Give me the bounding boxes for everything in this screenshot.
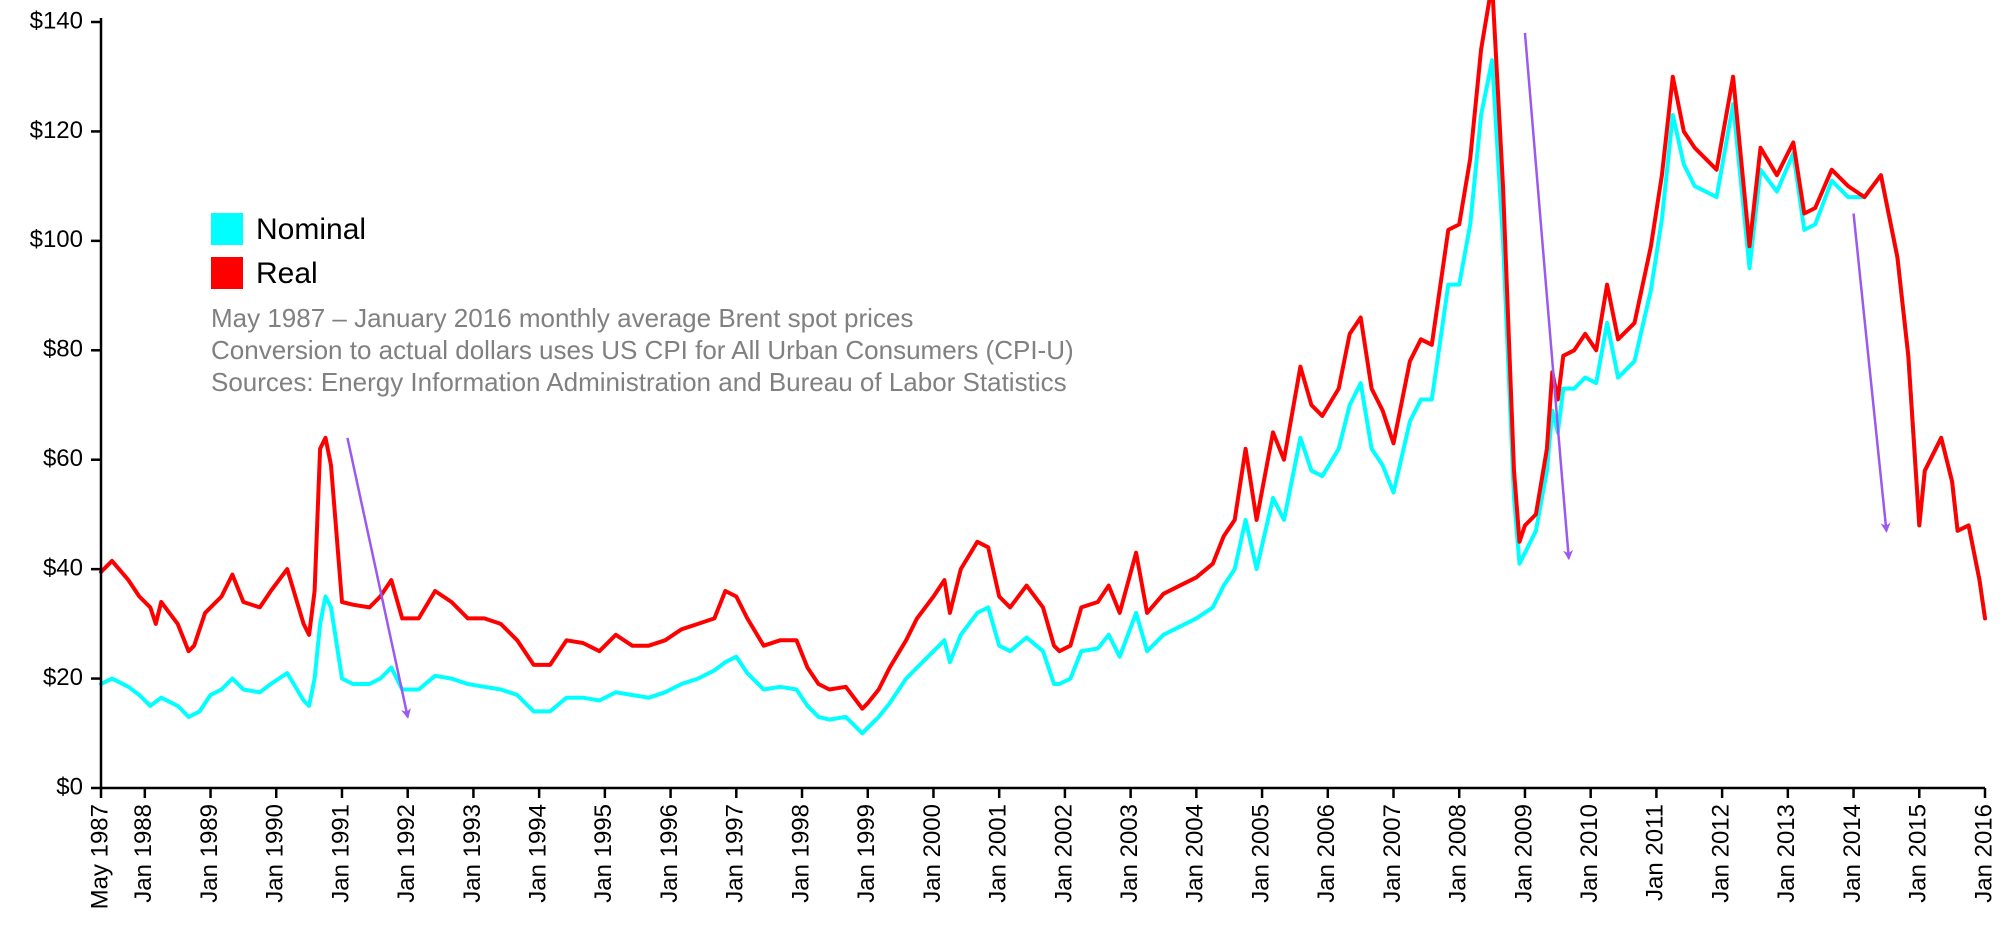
x-tick-label: Jan 2013	[1773, 804, 1800, 903]
chart-notes: May 1987 – January 2016 monthly average …	[211, 303, 1074, 397]
x-tick-label: Jan 1998	[787, 804, 814, 903]
annotation-arrows	[346, 32, 1891, 719]
x-tick-label: Jan 2006	[1313, 804, 1340, 903]
x-tick-label: Jan 2011	[1642, 804, 1669, 901]
y-tick-label: $0	[56, 773, 83, 800]
x-tick-label: Jan 1991	[327, 804, 354, 903]
annotation-arrow	[1523, 32, 1574, 561]
x-tick-label: Jan 2002	[1050, 804, 1077, 903]
x-tick-label: Jan 1989	[196, 804, 223, 903]
x-tick-label: Jan 2014	[1839, 804, 1866, 903]
x-tick-label: Jan 1994	[524, 804, 551, 903]
series-line-nominal	[99, 58, 1987, 736]
x-tick-label: Jan 2012	[1707, 804, 1734, 903]
note-date-range: May 1987 – January 2016 monthly average …	[211, 303, 913, 333]
legend: Nominal Real	[211, 213, 366, 290]
y-tick-label: $120	[30, 117, 83, 144]
series-line-real	[99, 0, 1987, 711]
x-tick-label: Jan 1997	[722, 804, 749, 903]
y-tick-label: $100	[30, 226, 83, 253]
x-tick-label: Jan 1995	[590, 804, 617, 903]
annotation-arrow	[1852, 213, 1891, 533]
x-tick-label: Jan 2015	[1905, 804, 1932, 903]
note-cpi-conversion: Conversion to actual dollars uses US CPI…	[211, 335, 1074, 365]
x-tick-label: Jan 2016	[1970, 804, 1997, 903]
y-tick-label: $20	[43, 664, 83, 691]
x-tick-label: Jan 1996	[656, 804, 683, 903]
x-tick-label: Jan 2008	[1445, 804, 1472, 903]
y-tick-label: $140	[30, 7, 83, 34]
x-tick-label: Jan 2001	[985, 804, 1012, 903]
x-tick-label: Jan 2010	[1576, 804, 1603, 903]
legend-swatch-real	[211, 257, 243, 289]
legend-label-nominal: Nominal	[256, 213, 366, 246]
x-tick-label: May 1987	[86, 804, 113, 909]
y-axis-ticks: $0 $20 $40 $60 $80 $100 $120 $140	[30, 7, 101, 800]
y-tick-label: $40	[43, 554, 83, 581]
x-tick-label: Jan 1992	[393, 804, 420, 903]
x-tick-label: Jan 2004	[1182, 804, 1209, 903]
note-sources: Sources: Energy Information Administrati…	[211, 367, 1067, 397]
series-layer	[99, 0, 1987, 736]
x-tick-label: Jan 1988	[130, 804, 157, 903]
legend-swatch-nominal	[211, 213, 243, 245]
x-tick-label: Jan 1999	[853, 804, 880, 903]
x-tick-label: Jan 1990	[262, 804, 289, 903]
y-tick-label: $60	[43, 445, 83, 472]
x-tick-label: Jan 2007	[1379, 804, 1406, 903]
legend-label-real: Real	[256, 257, 318, 290]
x-tick-label: Jan 2003	[1116, 804, 1143, 903]
y-tick-label: $80	[43, 336, 83, 363]
x-tick-label: Jan 2009	[1510, 804, 1537, 903]
x-tick-label: Jan 2000	[919, 804, 946, 903]
x-axis-ticks: May 1987 Jan 1988 Jan 1989 Jan 1990 Jan 1991…	[86, 788, 1997, 909]
x-tick-label: Jan 2005	[1247, 804, 1274, 903]
x-tick-label: Jan 1993	[459, 804, 486, 903]
annotation-arrow	[346, 437, 411, 719]
